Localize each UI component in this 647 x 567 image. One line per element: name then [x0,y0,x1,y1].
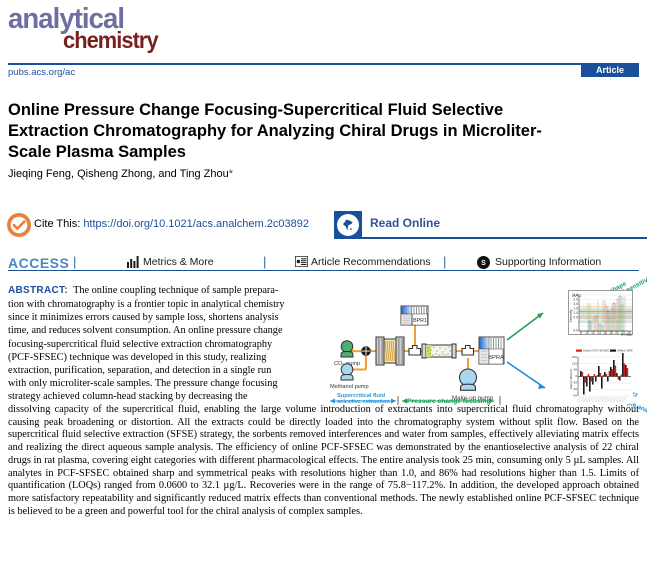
svg-text:2.5: 2.5 [573,298,578,302]
svg-text:BPRA: BPRA [488,355,504,361]
svg-text:12: 12 [591,331,595,335]
svg-text:16: 16 [603,331,607,335]
svg-text:Offline SPE-SFC: Offline SPE-SFC [617,349,633,352]
svg-text:0.0: 0.0 [573,329,578,333]
svg-text:Methanol pump: Methanol pump [330,384,369,390]
svg-text:18: 18 [609,331,613,335]
svg-text:-60: -60 [573,394,578,398]
svg-text:3.0: 3.0 [573,293,578,297]
svg-text:1.5: 1.5 [573,307,578,311]
svg-text:2.0: 2.0 [573,302,578,306]
svg-text:20: 20 [615,331,619,335]
svg-text:-20: -20 [573,381,578,385]
svg-text:R.T/min: R.T/min [621,333,632,336]
svg-text:Online PCF-SFSEC: Online PCF-SFSEC [583,349,610,352]
svg-text:Matrix effect/%: Matrix effect/% [569,369,573,389]
svg-text:-40: -40 [573,387,578,391]
svg-text:0.5: 0.5 [573,316,578,320]
svg-text:BPR1: BPR1 [413,318,427,324]
svg-text:8: 8 [580,331,582,335]
svg-text:120: 120 [572,362,577,366]
svg-text:14: 14 [597,331,601,335]
svg-text:60: 60 [574,368,578,372]
svg-text:0: 0 [575,374,577,378]
svg-text:100: 100 [572,355,577,359]
svg-text:1.0: 1.0 [573,311,578,315]
svg-text:Intensity: Intensity [569,309,573,322]
svg-text:10: 10 [585,331,589,335]
